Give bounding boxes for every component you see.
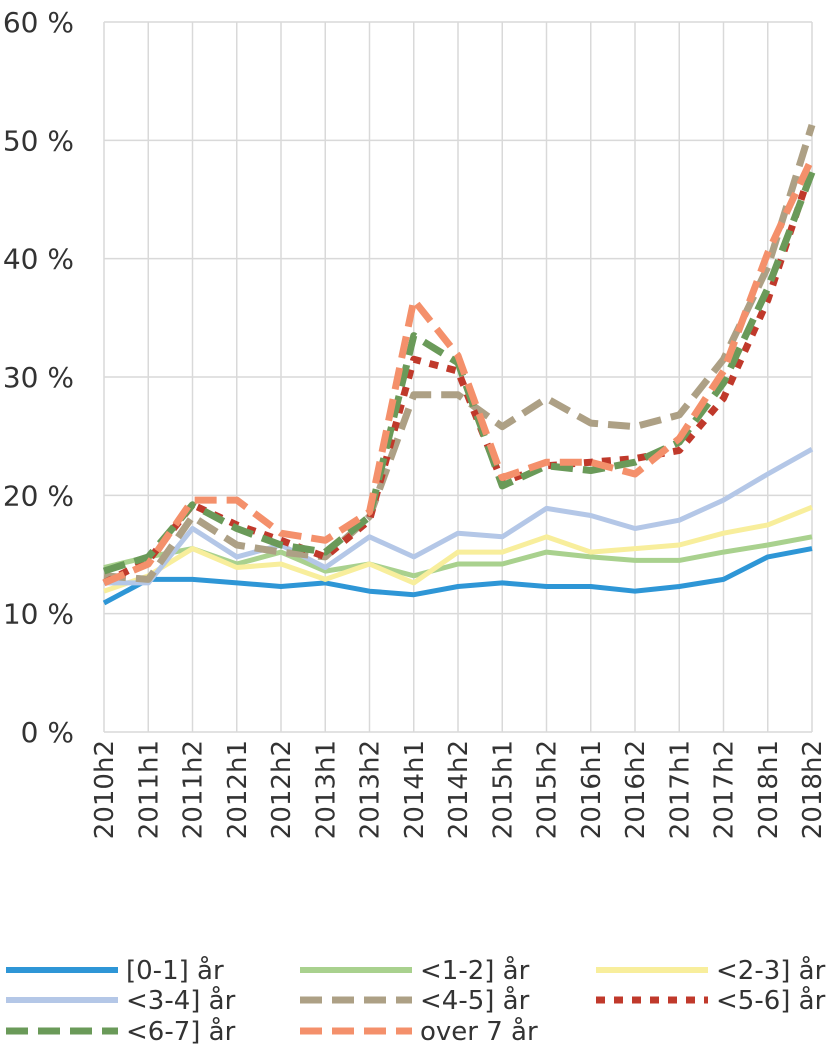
series-line-2-3-r <box>103 504 813 594</box>
x-tick-label: 2012h1 <box>223 740 253 839</box>
x-tick-label: 2018h2 <box>798 740 828 839</box>
series-line-0-1-r <box>102 546 813 606</box>
x-tick-label: 2012h2 <box>267 740 297 839</box>
x-tick-label: 2010h2 <box>90 740 120 839</box>
y-tick-label: 0 % <box>21 716 74 749</box>
series-line-over-7-r <box>102 156 816 587</box>
y-tick-label: 10 % <box>3 598 74 631</box>
legend: [0-1] år <1-2] år <2-3] år <3-4] år <4-5] år… <box>6 955 826 1047</box>
x-tick-label: 2011h2 <box>179 740 209 839</box>
x-tick-label: 2013h2 <box>356 740 386 839</box>
series-line-3-4-r <box>104 447 814 586</box>
series-line-4-5-r <box>103 123 816 583</box>
gridlines <box>103 21 813 733</box>
x-tick-label: 2016h2 <box>621 740 651 839</box>
legend-label-0-1-r: [0-1] år <box>126 955 224 986</box>
legend-label-over-7-r: over 7 år <box>420 1016 538 1047</box>
series-lines <box>102 123 816 606</box>
x-tick-label: 2015h2 <box>533 740 563 839</box>
y-tick-label: 30 % <box>3 361 74 394</box>
legend-label-3-4-r: <3-4] år <box>126 985 236 1016</box>
x-tick-label: 2011h1 <box>134 740 164 839</box>
x-tick-label: 2016h1 <box>577 740 607 839</box>
legend-label-1-2-r: <1-2] år <box>420 955 530 986</box>
y-tick-label: 20 % <box>3 479 74 512</box>
legend-label-4-5-r: <4-5] år <box>420 985 530 1016</box>
x-tick-label: 2014h1 <box>400 740 430 839</box>
y-tick-label: 50 % <box>3 124 74 157</box>
x-tick-label: 2017h1 <box>665 740 695 839</box>
x-tick-label: 2015h1 <box>488 740 518 839</box>
x-tick-label: 2018h1 <box>754 740 784 839</box>
x-axis-ticks: 2010h2 2011h1 2011h2 2012h1 2012h2 2013h1 2013… <box>90 740 828 839</box>
y-axis-ticks: 0 % 10 % 20 % 30 % 40 % 50 % 60 % <box>3 6 74 749</box>
x-tick-label: 2013h1 <box>311 740 341 839</box>
legend-label-5-6-r: <5-6] år <box>716 985 826 1016</box>
x-tick-label: 2014h2 <box>444 740 474 839</box>
y-tick-label: 60 % <box>3 6 74 39</box>
legend-label-6-7-r: <6-7] år <box>126 1016 236 1047</box>
x-tick-label: 2017h2 <box>710 740 740 839</box>
legend-label-2-3-r: <2-3] år <box>716 955 826 986</box>
y-tick-label: 40 % <box>3 243 74 276</box>
